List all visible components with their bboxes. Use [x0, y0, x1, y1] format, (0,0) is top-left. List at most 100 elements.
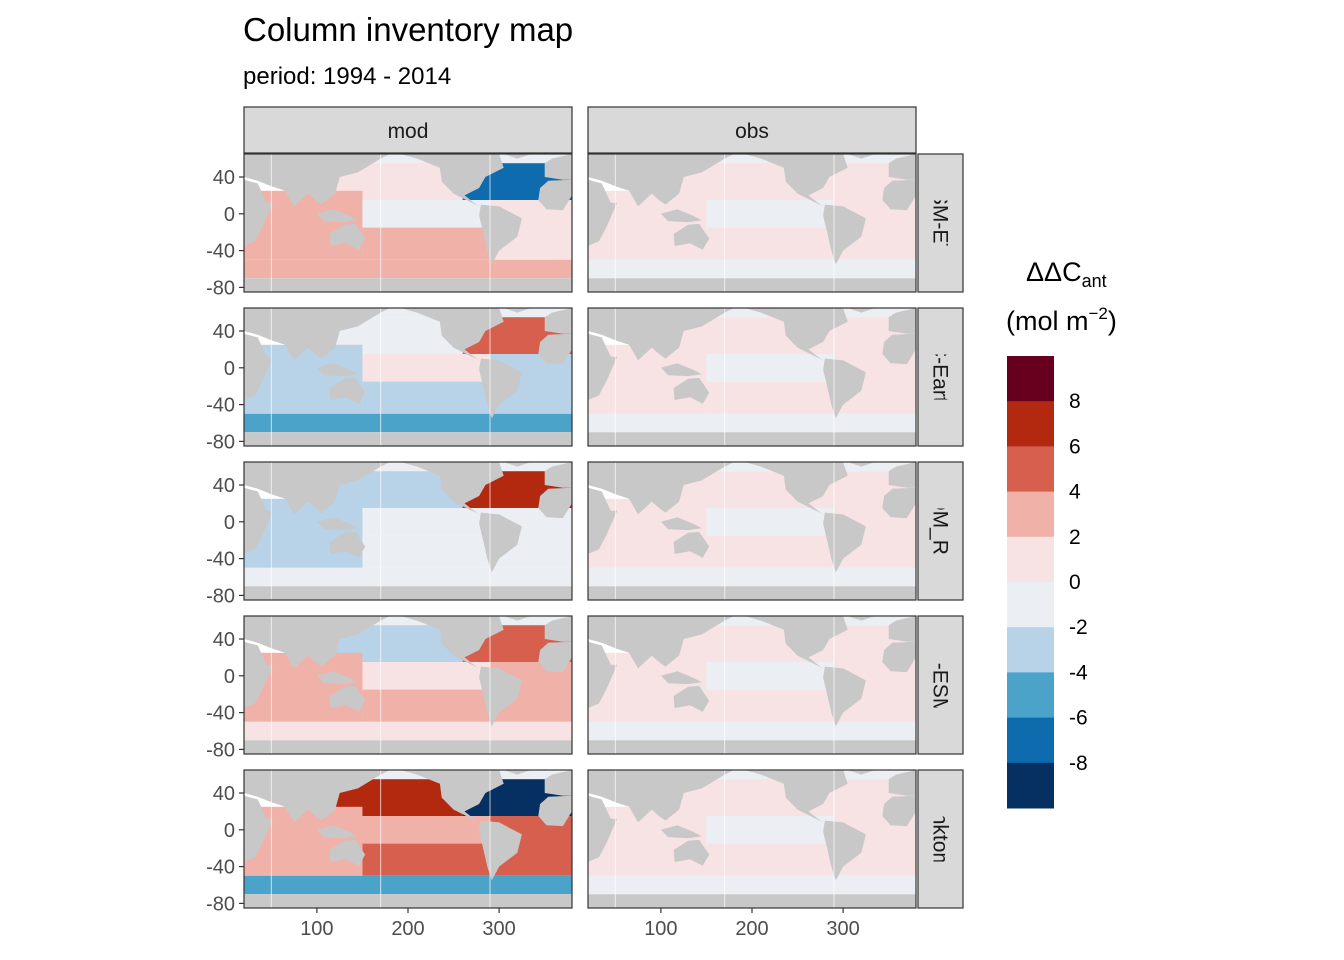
ocean-region-south_pacific: [362, 689, 490, 722]
legend-unit-sup: −2: [1089, 304, 1108, 323]
land-mass: [847, 154, 875, 159]
land-mass: [329, 223, 366, 250]
row-strip-EC-Earth3: EC-Earth3: [917, 307, 964, 447]
x-tick-label: 200: [391, 918, 424, 940]
land-mass: [244, 641, 274, 708]
legend-break-label: 0: [1069, 571, 1081, 594]
land-mass: [316, 517, 358, 531]
map-panel-CESM-ETHZ-mod: [244, 154, 572, 292]
ocean-region-south_pacific: [362, 843, 490, 876]
ocean-region-southern_ocean: [588, 721, 916, 741]
y-tick-label: -40: [206, 857, 235, 879]
y-tick-label: -80: [206, 431, 235, 453]
map-panel-planktom12-obs: [588, 770, 916, 908]
land-mass: [329, 377, 366, 404]
y-tick-label: 40: [213, 167, 235, 189]
land-mass: [673, 531, 710, 558]
panel-border: [243, 615, 573, 755]
ocean-region-south_pacific: [362, 535, 490, 568]
ocean-region-southern_ocean: [588, 875, 916, 895]
land-mass: [882, 641, 916, 673]
land-mass: [588, 462, 734, 515]
panel-border: [587, 461, 917, 601]
land-mass: [329, 531, 366, 558]
land-mass: [244, 487, 274, 554]
land-mass: [588, 641, 618, 708]
land-mass: [503, 770, 531, 775]
y-tick-label: 40: [213, 475, 235, 497]
land-mass: [888, 770, 916, 796]
land-mass: [660, 209, 702, 223]
panel-border: [587, 307, 917, 447]
land-mass: [588, 795, 618, 862]
land-mass: [400, 770, 504, 823]
legend-break-label: -8: [1069, 752, 1088, 775]
ocean-region-arctic: [588, 154, 916, 164]
land-mass: [882, 487, 916, 519]
land-mass: [538, 641, 572, 673]
facet-panels: [243, 153, 917, 909]
legend: ΔΔCant (mol m−2) 8 6 4 2 0 -2 -4 -6 -8: [1006, 257, 1117, 809]
ocean-region-south_pacific: [706, 381, 834, 414]
panel-border: [243, 461, 573, 601]
land-mass: [244, 154, 390, 207]
x-tick-label: 300: [482, 918, 515, 940]
land-mass: [888, 154, 916, 180]
ocean-region-south_pacific: [362, 381, 490, 414]
row-strip-background: [917, 615, 964, 755]
land-mass: [400, 616, 504, 669]
land-mass: [660, 517, 702, 531]
panel-border: [587, 615, 917, 755]
ocean-region-arctic: [244, 616, 572, 626]
legend-break-label: 8: [1069, 390, 1081, 413]
map-panel-FESOM_REcoM-mod: [244, 462, 572, 600]
land-mass: [244, 894, 572, 908]
legend-bin: [1007, 717, 1054, 764]
land-mass: [244, 616, 390, 669]
legend-bin: [1007, 672, 1054, 719]
land-mass: [316, 363, 358, 377]
row-strip-FESOM_REcoM: FESOM_REcoM: [917, 453, 964, 608]
row-strip-label: planktom12: [929, 785, 952, 894]
land-mass: [538, 795, 572, 827]
ocean-region-arctic: [244, 308, 572, 318]
legend-bin: [1007, 446, 1054, 493]
land-mass: [544, 308, 572, 334]
land-mass: [503, 308, 531, 313]
land-mass: [503, 616, 531, 621]
land-mass: [329, 685, 366, 712]
land-mass: [744, 154, 848, 207]
ocean-region-southern_ocean: [244, 875, 572, 895]
map-panel-EC-Earth3-mod: [244, 308, 572, 446]
legend-bin: [1007, 762, 1054, 809]
land-mass: [660, 671, 702, 685]
land-mass: [588, 432, 916, 446]
land-mass: [588, 278, 916, 292]
land-mass: [888, 616, 916, 642]
map-panel-EC-Earth3-obs: [588, 308, 916, 446]
land-mass: [544, 154, 572, 180]
legend-bin: [1007, 582, 1054, 628]
land-mass: [660, 363, 702, 377]
row-strip-label: FESOM_REcoM: [929, 453, 952, 608]
chart-title: Column inventory map: [243, 11, 573, 48]
panel-border: [243, 153, 573, 293]
x-tick-label: 100: [644, 918, 677, 940]
land-mass: [588, 487, 618, 554]
land-mass: [400, 154, 504, 207]
facet-strips: CESM-ETHZ EC-Earth3 FESOM_REcoM MRI-ESM2-1 p…: [243, 106, 964, 909]
ocean-region-arctic: [588, 308, 916, 318]
row-strip-planktom12: planktom12: [917, 769, 964, 909]
land-mass: [847, 616, 875, 621]
land-mass: [588, 308, 734, 361]
land-mass: [673, 223, 710, 250]
y-tick-label: -80: [206, 277, 235, 299]
legend-unit: (mol m−2): [1006, 304, 1117, 336]
map-panel-MRI-ESM2-1-obs: [588, 616, 916, 754]
land-mass: [544, 462, 572, 488]
legend-break-label: -2: [1069, 616, 1088, 639]
y-tick-label: -40: [206, 549, 235, 571]
map-panel-CESM-ETHZ-obs: [588, 154, 916, 292]
legend-break-label: 6: [1069, 435, 1081, 458]
axes: 40 0 -40 -80 40 0 -40 -80 40 0 -40 -80 40 0 -40 -80 40 0 -…: [206, 167, 860, 940]
